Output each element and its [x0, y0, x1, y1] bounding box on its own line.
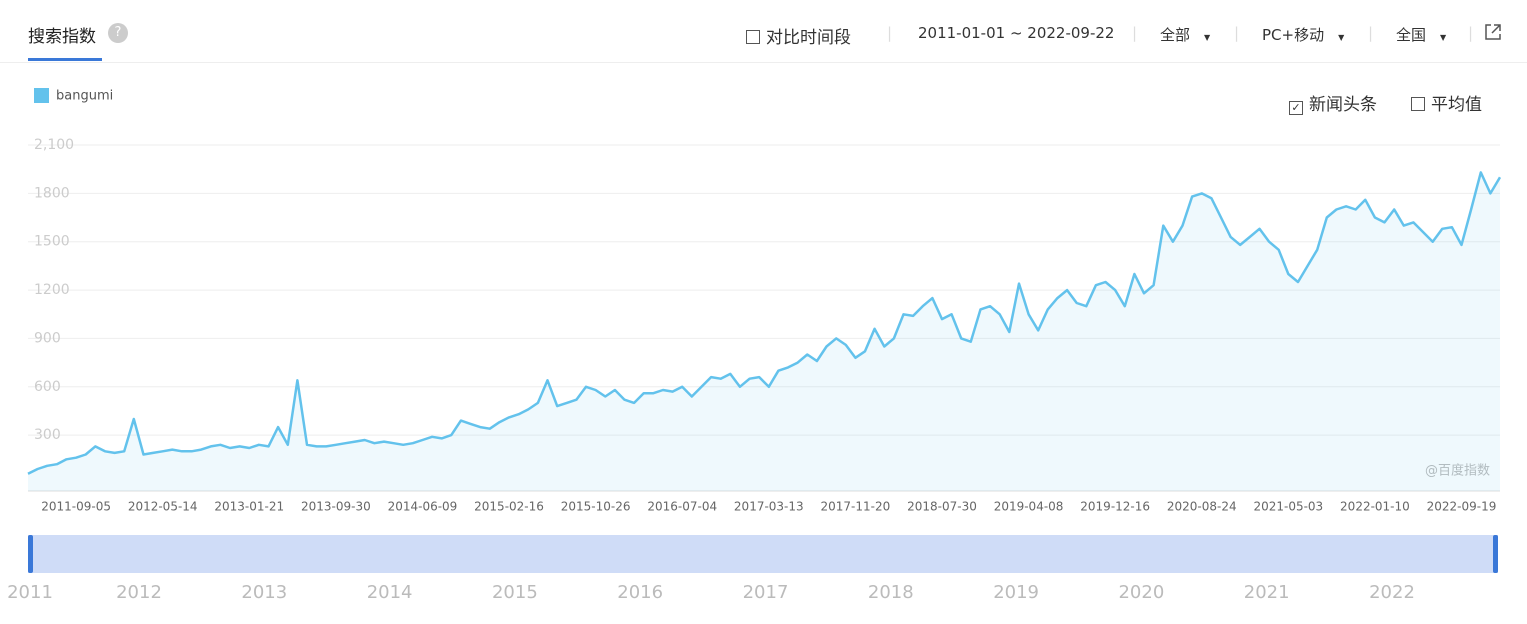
- x-tick-label: 2018-07-30: [907, 500, 977, 514]
- x-tick-label: 2019-04-08: [994, 500, 1064, 514]
- divider: |: [887, 24, 893, 42]
- y-tick-label: 900: [34, 330, 61, 346]
- divider: |: [1468, 24, 1474, 42]
- watermark: @百度指数: [1425, 463, 1490, 479]
- x-tick-label: 2019-12-16: [1080, 500, 1150, 514]
- x-tick-label: 2014-06-09: [388, 500, 458, 514]
- checkbox: [1411, 97, 1425, 111]
- export-icon[interactable]: [1484, 23, 1502, 41]
- x-tick-label: 2021-05-03: [1253, 500, 1323, 514]
- tab-title[interactable]: 搜索指数: [28, 27, 96, 47]
- y-tick-label: 2,100: [34, 137, 74, 153]
- source-select[interactable]: 全部 ▼: [1160, 26, 1211, 44]
- navigator-year: 2020: [1118, 582, 1164, 603]
- navigator-handle[interactable]: [1493, 535, 1498, 573]
- x-tick-label: 2012-05-14: [128, 500, 198, 514]
- x-tick-label: 2022-01-10: [1340, 500, 1410, 514]
- navigator-year: 2021: [1244, 582, 1290, 603]
- x-tick-label: 2020-08-24: [1167, 500, 1237, 514]
- help-icon[interactable]: ?: [108, 23, 128, 43]
- checkbox: [746, 30, 760, 44]
- y-tick-label: 1500: [34, 234, 70, 250]
- divider: |: [1368, 24, 1374, 42]
- x-tick-label: 2015-10-26: [561, 500, 631, 514]
- navigator-year: 2014: [367, 582, 413, 603]
- compare-toggle[interactable]: 对比时间段: [746, 23, 851, 48]
- y-tick-label: 600: [34, 379, 61, 395]
- navigator-year: 2017: [743, 582, 789, 603]
- y-tick-label: 1800: [34, 185, 70, 201]
- tab-underline: [28, 58, 102, 61]
- x-tick-label: 2016-07-04: [647, 500, 717, 514]
- header: 搜索指数 ? 对比时间段 2011-01-01 ~ 2022-09-22 全部 ▼…: [0, 0, 1527, 63]
- navigator-year: 2019: [993, 582, 1039, 603]
- navigator-year: 2015: [492, 582, 538, 603]
- news-option[interactable]: ✓ 新闻头条: [1289, 90, 1377, 115]
- navigator-handle[interactable]: [28, 535, 33, 573]
- x-tick-label: 2017-03-13: [734, 500, 804, 514]
- device-select[interactable]: PC+移动 ▼: [1262, 26, 1345, 44]
- navigator-year: 2013: [241, 582, 287, 603]
- compare-label: 对比时间段: [766, 28, 851, 48]
- x-tick-label: 2022-09-19: [1427, 500, 1497, 514]
- navigator-year: 2012: [116, 582, 162, 603]
- navigator-year: 2018: [868, 582, 914, 603]
- x-tick-label: 2015-02-16: [474, 500, 544, 514]
- navigator-year: 2022: [1369, 582, 1415, 603]
- region-label: 全国: [1396, 26, 1427, 44]
- news-label: 新闻头条: [1309, 95, 1377, 115]
- divider: |: [1234, 24, 1240, 42]
- y-tick-label: 1200: [34, 282, 70, 298]
- navigator-year: 2016: [617, 582, 663, 603]
- x-tick-label: 2013-01-21: [214, 500, 284, 514]
- checkbox-checked: ✓: [1289, 101, 1303, 115]
- navigator-range[interactable]: [28, 535, 1498, 573]
- area: [28, 172, 1500, 491]
- line: [27, 171, 1502, 475]
- legend-swatch: [34, 88, 49, 103]
- divider: |: [1132, 24, 1138, 42]
- date-range[interactable]: 2011-01-01 ~ 2022-09-22: [918, 24, 1115, 42]
- region-select[interactable]: 全国 ▼: [1396, 26, 1447, 44]
- x-tick-label: 2011-09-05: [41, 500, 111, 514]
- navigator-year: 2011: [7, 582, 53, 603]
- average-label: 平均值: [1431, 95, 1482, 115]
- x-tick-label: 2017-11-20: [821, 500, 891, 514]
- average-option[interactable]: 平均值: [1411, 90, 1482, 115]
- x-tick-label: 2013-09-30: [301, 500, 371, 514]
- device-label: PC+移动: [1262, 26, 1325, 44]
- y-tick-label: 300: [34, 427, 61, 443]
- legend-label: bangumi: [56, 89, 113, 104]
- source-label: 全部: [1160, 26, 1191, 44]
